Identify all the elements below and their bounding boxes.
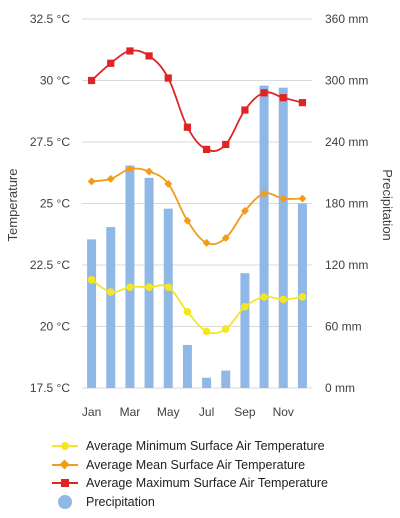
precipitation-bar [240, 273, 250, 388]
legend-label: Average Maximum Surface Air Temperature [86, 476, 329, 491]
max-temp-point [126, 47, 134, 55]
legend-swatch [52, 458, 78, 472]
mean-temp-point [298, 194, 307, 203]
min-temp-point [298, 293, 307, 301]
max-temp-point [260, 89, 268, 97]
min-temp-point [126, 283, 134, 291]
precipitation-bar [221, 370, 231, 388]
legend-swatch [52, 494, 78, 509]
min-temp-point [164, 283, 173, 291]
precipitation-bar [202, 377, 212, 388]
x-tick-label: Nov [273, 405, 294, 419]
right-tick-label: 300 mm [325, 74, 368, 88]
left-axis-title: Temperature [5, 169, 20, 242]
climate-chart: 17.5 °C 20 °C 22.5 °C 25 °C 27.5 °C 30 °C 32.5… [5, 12, 395, 419]
mean-temp-point [221, 233, 230, 242]
legend-swatch [52, 439, 78, 453]
legend-item: Precipitation [52, 493, 392, 512]
max-temp-point [87, 76, 96, 85]
legend-item: Average Minimum Surface Air Temperature [52, 437, 392, 456]
max-temp-point [241, 106, 249, 114]
left-axis-ticks: 17.5 °C 20 °C 22.5 °C 25 °C 27.5 °C 30 °C 32.5… [30, 12, 70, 395]
right-tick-label: 0 mm [325, 381, 355, 395]
max-temp-point [202, 145, 211, 153]
mean-temp-point [183, 216, 192, 225]
average-mean-surface-air-temperature-line [91, 167, 303, 246]
x-axis-ticks: Jan Mar May Jul Sep Nov [82, 405, 294, 419]
legend-swatch [52, 476, 78, 490]
legend-label: Precipitation [86, 494, 155, 509]
mean-temp-point [164, 179, 173, 188]
max-temp-point [222, 140, 230, 149]
precipitation-bars [87, 85, 307, 389]
mean-temp-point [240, 206, 249, 215]
left-tick-label: 32.5 °C [30, 12, 70, 26]
max-temp-point [298, 99, 307, 107]
legend-item: Average Mean Surface Air Temperature [52, 456, 392, 475]
x-tick-label: Jan [82, 405, 101, 419]
mean-temp-point [87, 177, 96, 186]
min-temp-point [183, 307, 192, 316]
left-tick-label: 30 °C [40, 74, 70, 88]
grid-lines [82, 18, 312, 389]
right-tick-label: 240 mm [325, 135, 368, 149]
left-tick-label: 20 °C [40, 320, 70, 334]
mean-temp-point [279, 194, 288, 203]
average-maximum-surface-air-temperature-line [90, 49, 303, 152]
right-axis-title: Precipitation [380, 169, 395, 241]
min-temp-point [279, 295, 288, 304]
precipitation-bar [106, 227, 116, 388]
left-tick-label: 25 °C [40, 197, 70, 211]
min-temp-point [87, 275, 96, 284]
min-temp-point [106, 288, 115, 296]
left-tick-label: 22.5 °C [30, 258, 70, 272]
min-temp-point [260, 293, 268, 301]
right-tick-label: 60 mm [325, 320, 362, 334]
right-tick-label: 360 mm [325, 12, 368, 26]
x-tick-label: May [157, 405, 180, 419]
max-temp-point [145, 52, 153, 60]
precipitation-bar [278, 87, 288, 389]
precipitation-bar [259, 85, 269, 388]
x-tick-label: Sep [234, 405, 256, 419]
legend-label: Average Mean Surface Air Temperature [86, 457, 306, 472]
legend-item: Average Maximum Surface Air Temperature [52, 474, 392, 493]
max-temp-point [279, 94, 287, 102]
min-temp-point [145, 283, 153, 291]
min-temp-point [221, 325, 230, 333]
left-tick-label: 27.5 °C [30, 135, 70, 149]
x-tick-label: Mar [120, 405, 141, 419]
right-tick-label: 180 mm [325, 197, 368, 211]
right-tick-label: 120 mm [325, 258, 368, 272]
max-temp-point [164, 74, 172, 82]
mean-temp-point [145, 167, 154, 176]
max-temp-point [107, 59, 115, 67]
mean-temp-point [125, 165, 134, 174]
precipitation-bar [125, 165, 135, 388]
legend: Average Minimum Surface Air Temperature A… [52, 437, 392, 511]
average-minimum-surface-air-temperature-line [91, 279, 303, 335]
right-axis-ticks: 0 mm 60 mm 120 mm 180 mm 240 mm 300 mm 360 mm [325, 12, 368, 395]
legend-label: Average Minimum Surface Air Temperature [86, 439, 325, 454]
precipitation-bar [87, 239, 97, 388]
precipitation-bar [182, 344, 192, 388]
mean-temp-point [106, 174, 115, 183]
x-tick-label: Jul [199, 405, 214, 419]
mean-temp-point [260, 189, 269, 198]
mean-temp-point [202, 238, 211, 247]
min-temp-point [241, 303, 249, 311]
precipitation-bar [163, 208, 173, 388]
precipitation-bar [144, 177, 154, 388]
temperature-lines [87, 47, 307, 336]
left-tick-label: 17.5 °C [30, 381, 70, 395]
min-temp-point [202, 327, 211, 336]
max-temp-point [183, 123, 192, 131]
